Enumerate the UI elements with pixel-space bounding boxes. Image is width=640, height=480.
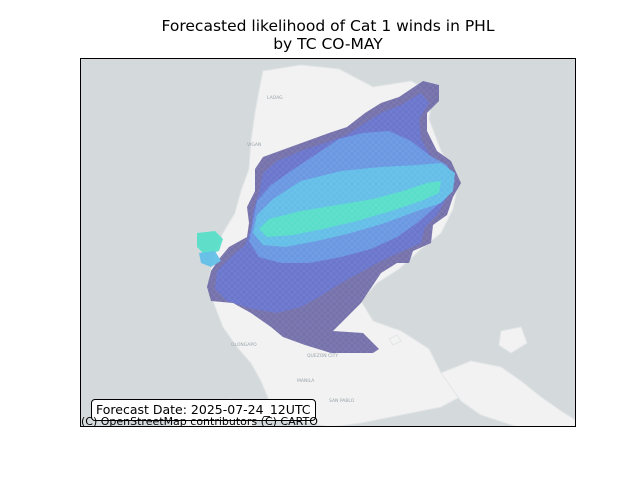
likelihood-zone-islet-edge: [199, 251, 221, 267]
place-label-san-pablo: SAN PABLO: [329, 398, 355, 404]
land-bicol: [440, 360, 575, 426]
map-title: Forecasted likelihood of Cat 1 winds in …: [0, 17, 640, 53]
map-attribution: (C) OpenStreetMap contributors (C) CARTO: [81, 415, 318, 428]
place-label-vigan: VIGAN: [247, 142, 261, 148]
hex-texture: [207, 81, 461, 353]
map-title-line-1: Forecasted likelihood of Cat 1 winds in …: [161, 17, 495, 35]
map-panel[interactable]: LAOAG VIGAN OLONGAPO QUEZON CITY MANILA …: [80, 58, 576, 427]
place-label-olongapo: OLONGAPO: [231, 342, 257, 348]
place-label-laoag: LAOAG: [267, 95, 283, 101]
place-label-manila: MANILA: [297, 378, 315, 384]
likelihood-overlay: [197, 81, 461, 353]
place-label-quezon-city: QUEZON CITY: [307, 353, 338, 359]
land-islet-a: [388, 334, 402, 346]
map-title-line-2: by TC CO-MAY: [273, 35, 383, 53]
forecast-date-label: Forecast Date: 2025-07-24_12UTC: [91, 399, 316, 421]
likelihood-zone-islet: [197, 231, 223, 255]
land-catanduanes: [498, 326, 528, 354]
